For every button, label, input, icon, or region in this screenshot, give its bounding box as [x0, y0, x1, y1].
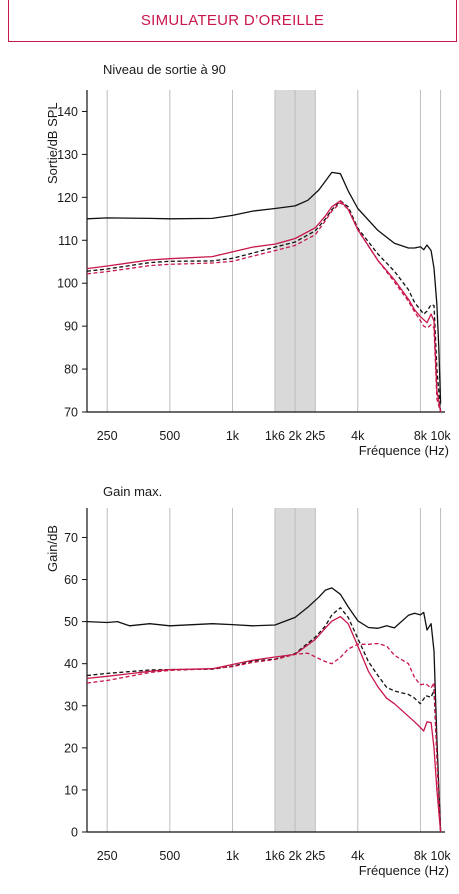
chart2-series-4: [86, 642, 442, 833]
chart2-xtick-label-500: 500: [159, 849, 180, 863]
chart1-title: Niveau de sortie à 90: [103, 62, 226, 77]
chart2-xtick-label-1k6: 1k6: [265, 849, 285, 863]
chart1-series-4: [86, 202, 442, 413]
chart1-ytick-label-130: 130: [57, 148, 78, 162]
chart1-xtick-label-4k: 4k: [351, 429, 365, 443]
header-box: SIMULATEUR D’OREILLE: [8, 0, 457, 42]
header-title: SIMULATEUR D’OREILLE: [140, 12, 325, 29]
chart1-ytick-label-100: 100: [57, 277, 78, 291]
chart2-xtick-label-2k5: 2k5: [305, 849, 325, 863]
chart2-ytick-label-20: 20: [64, 741, 78, 755]
chart2-xtick-label-2k: 2k: [289, 849, 303, 863]
chart1-xtick-label-8k: 8k: [414, 429, 428, 443]
chart1-xlabel: Fréquence (Hz): [358, 443, 449, 458]
chart2-xlabel: Fréquence (Hz): [358, 863, 449, 878]
chart2-xtick-label-250: 250: [97, 849, 118, 863]
chart1-series-2: [86, 200, 442, 413]
chart1-ytick-label-90: 90: [64, 320, 78, 334]
chart1-xtick-label-500: 500: [159, 429, 180, 443]
chart2-ylabel: Gain/dB: [45, 525, 60, 572]
chart2-xtick-label-1k: 1k: [226, 849, 240, 863]
chart2-ytick-label-10: 10: [64, 783, 78, 797]
chart1-xtick-label-250: 250: [97, 429, 118, 443]
chart1-ylabel: Sortie/dB SPL: [45, 102, 60, 184]
chart2-ytick-label-50: 50: [64, 615, 78, 629]
chart2-xtick-label-4k: 4k: [351, 849, 365, 863]
chart1-xtick-label-1k6: 1k6: [265, 429, 285, 443]
chart2-ytick-label-30: 30: [64, 699, 78, 713]
chart1-ytick-label-70: 70: [64, 406, 78, 420]
chart1-series-3: [86, 200, 442, 413]
chart2-ytick-label-60: 60: [64, 573, 78, 587]
chart2-ytick-label-0: 0: [71, 826, 78, 840]
chart1-ytick-label-110: 110: [58, 234, 78, 248]
chart1-xtick-label-2k: 2k: [289, 429, 303, 443]
chart1-ytick-label-140: 140: [57, 105, 78, 119]
chart2-series-2: [86, 607, 442, 833]
chart2-title: Gain max.: [103, 484, 163, 499]
chart2-series-1: [86, 587, 442, 833]
chart1-xtick-label-2k5: 2k5: [305, 429, 325, 443]
chart2-ytick-label-40: 40: [64, 657, 78, 671]
chart1-ytick-label-80: 80: [64, 363, 78, 377]
chart2-xtick-label-8k: 8k: [414, 849, 428, 863]
chart1-ytick-label-120: 120: [57, 191, 78, 205]
chart1-xtick-label-1k: 1k: [226, 429, 240, 443]
chart2-xtick-label-10k: 10k: [431, 849, 452, 863]
chart2-ytick-label-70: 70: [64, 531, 78, 545]
chart1-series-1: [86, 171, 442, 404]
chart2-series-3: [86, 615, 442, 833]
chart1-xtick-label-10k: 10k: [431, 429, 452, 443]
